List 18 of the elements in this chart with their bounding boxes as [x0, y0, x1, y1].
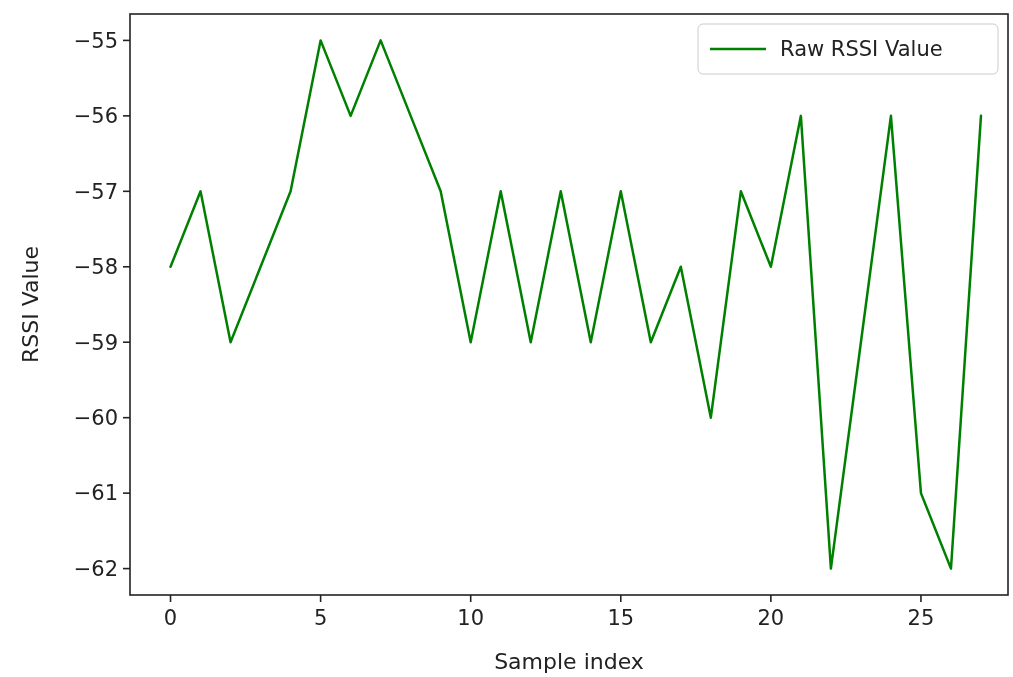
y-tick-label: −59: [73, 330, 118, 355]
y-tick-label: −55: [73, 28, 118, 53]
y-axis-title: RSSI Value: [18, 245, 43, 364]
x-tick-label: 15: [607, 606, 635, 630]
x-tick-label: 25: [907, 606, 935, 630]
x-tick-label: 5: [313, 606, 328, 630]
x-tick-label: 20: [757, 606, 785, 630]
x-tick-label: 0: [163, 606, 178, 630]
y-tick-label: −61: [73, 481, 118, 506]
y-tick-label: −60: [73, 406, 118, 431]
line-series: [169, 39, 983, 570]
y-tick-label: −62: [73, 556, 118, 581]
y-tick-label: −56: [73, 104, 118, 129]
legend-label: Raw RSSI Value: [780, 37, 943, 62]
y-tick-label: −58: [73, 255, 118, 280]
y-tick-label: −57: [73, 179, 118, 204]
x-tick-label: 10: [457, 606, 485, 630]
x-axis-title: Sample index: [494, 649, 644, 674]
